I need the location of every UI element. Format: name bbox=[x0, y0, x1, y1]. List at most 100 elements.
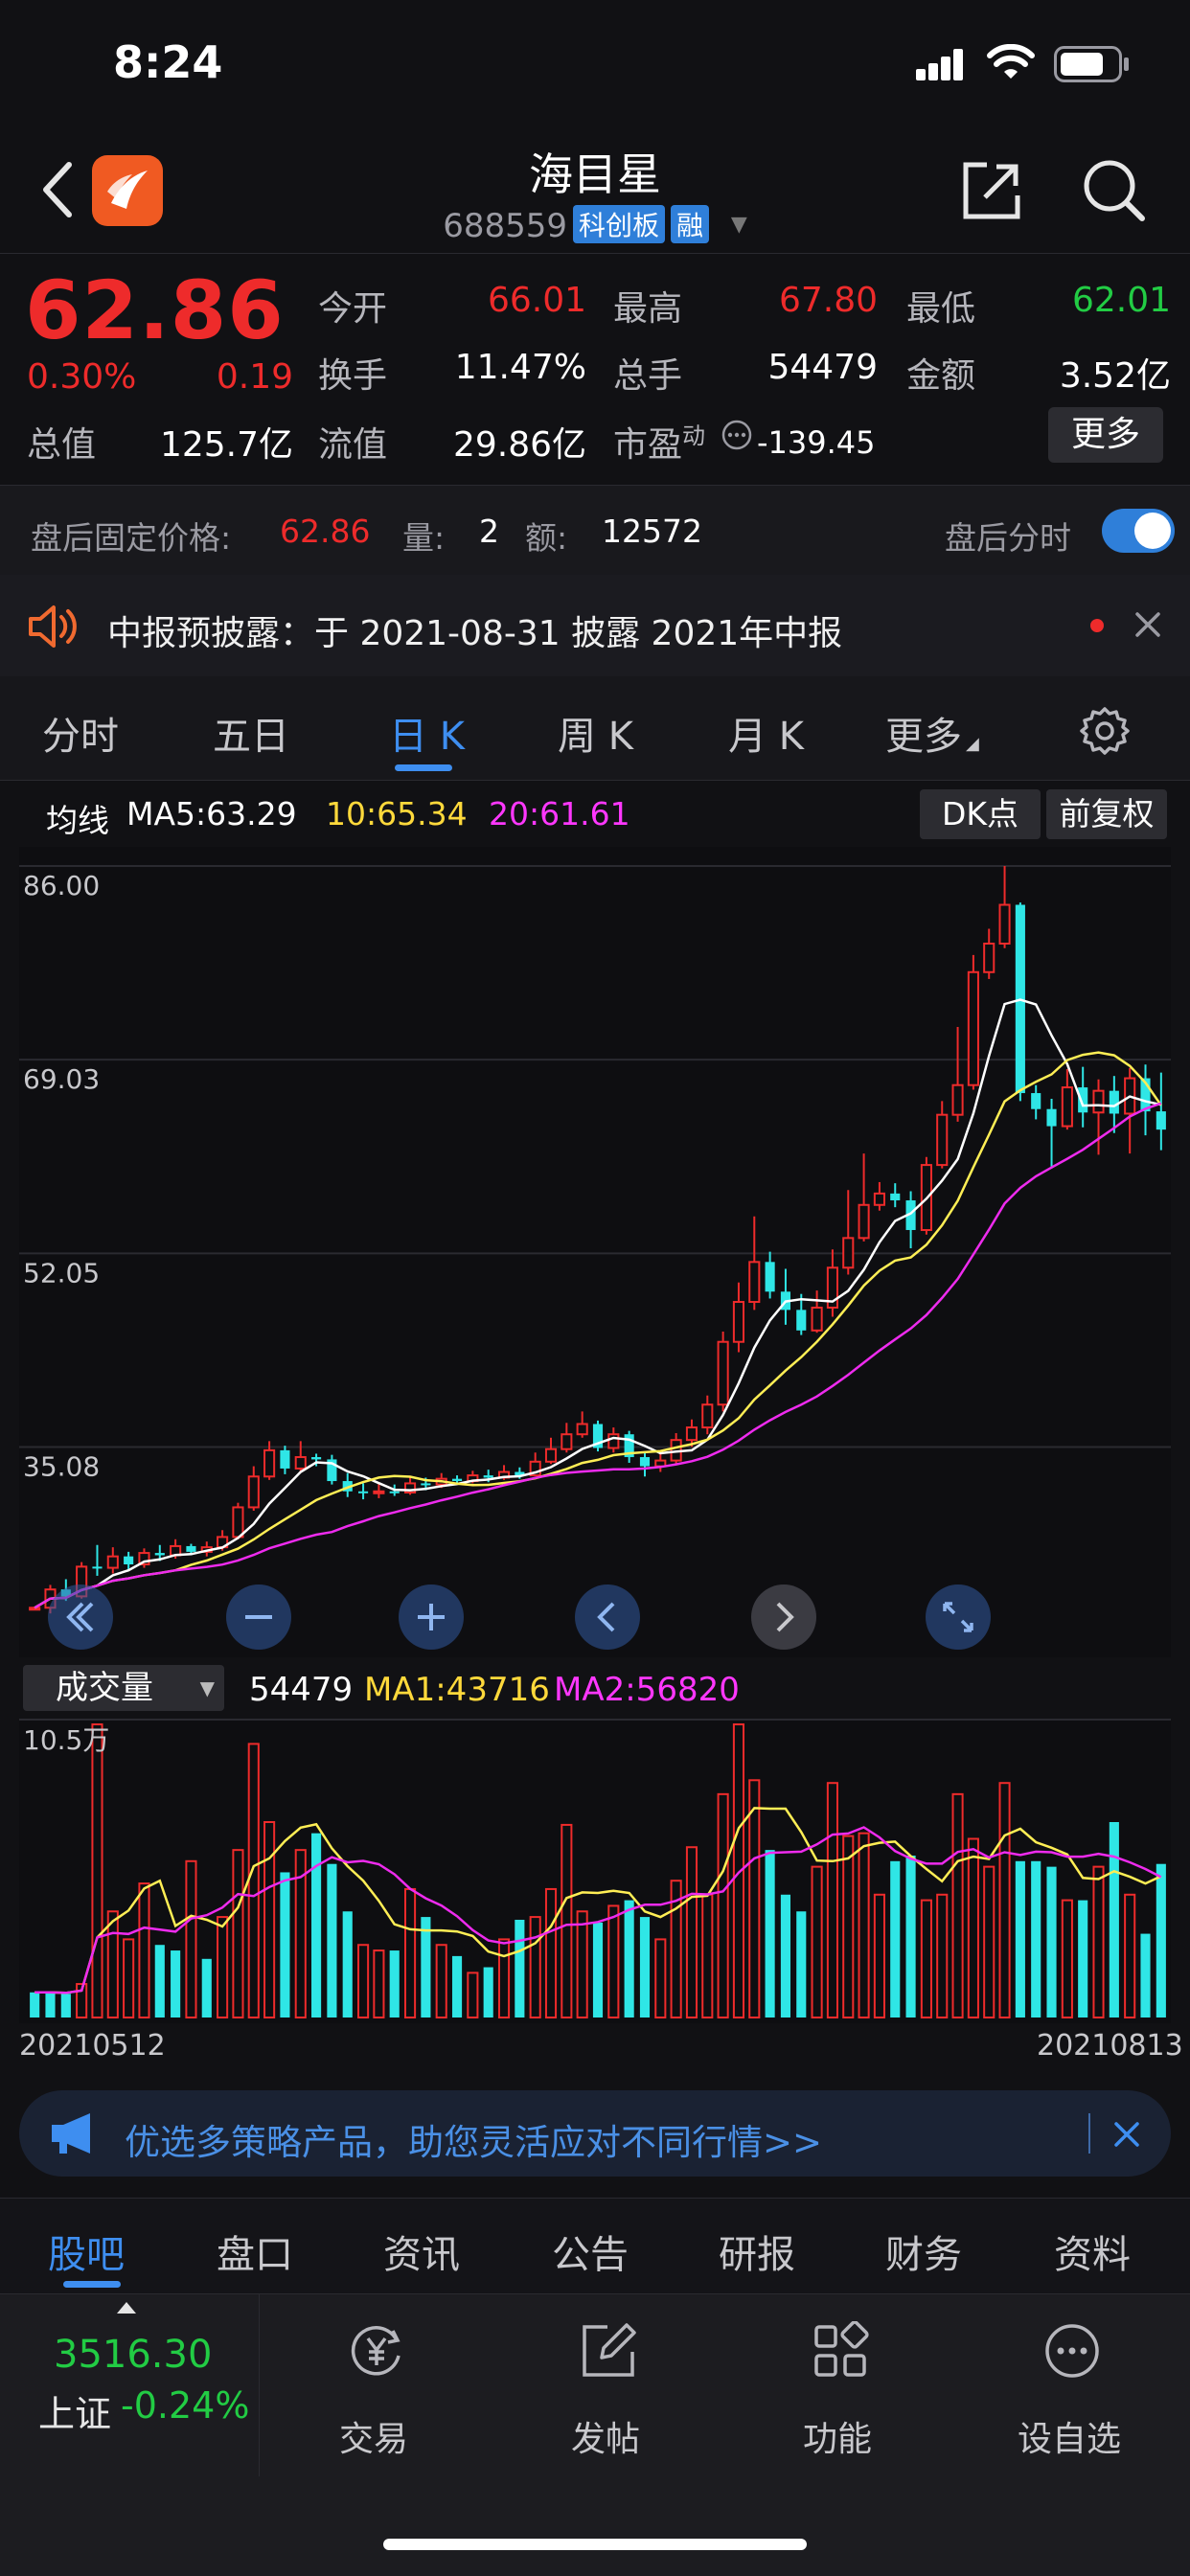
zoom-in-button[interactable] bbox=[399, 1584, 464, 1650]
dock-trade[interactable]: 交易 bbox=[268, 2294, 479, 2476]
volume-bar bbox=[106, 1910, 119, 2018]
tab-news[interactable]: 资讯 bbox=[383, 2233, 460, 2277]
indicator-select[interactable]: 成交量 ▼ bbox=[23, 1665, 224, 1711]
volume-bar bbox=[1156, 1863, 1166, 2017]
start-date: 20210512 bbox=[19, 2029, 166, 2063]
volume-bar bbox=[920, 1899, 932, 2019]
ma5-line bbox=[34, 998, 1162, 1609]
candle-body bbox=[685, 1426, 698, 1442]
candle-body bbox=[92, 1566, 103, 1569]
moving-average-legend: 均线 MA5:63.29 10:65.34 20:61.61 DK点 前复权 bbox=[0, 780, 1190, 847]
fullscreen-button[interactable] bbox=[926, 1584, 991, 1650]
forward-adjust-button[interactable]: 前复权 bbox=[1046, 789, 1167, 839]
tab-more[interactable]: 更多 ◢ bbox=[885, 715, 979, 759]
settings-gear-icon[interactable] bbox=[1079, 705, 1131, 757]
ma-label: 均线 bbox=[46, 802, 109, 839]
volume-bar bbox=[357, 1944, 370, 2019]
trade-yen-icon bbox=[351, 2326, 400, 2376]
volume-bar bbox=[403, 1887, 417, 2018]
after-hours-toggle[interactable] bbox=[1102, 509, 1175, 553]
scroll-left-button[interactable] bbox=[575, 1584, 640, 1650]
candle-body bbox=[421, 1483, 431, 1486]
wifi-icon bbox=[987, 44, 1035, 79]
volume-bar bbox=[1140, 1933, 1151, 2017]
volume-bar bbox=[263, 1821, 276, 2018]
stock-code-row[interactable]: 688559 科创板融 ▼ bbox=[0, 205, 1190, 245]
candle-body bbox=[717, 1340, 729, 1406]
tab-monthly-k[interactable]: 月 K bbox=[728, 715, 804, 759]
volume-bar bbox=[967, 1837, 979, 2018]
candle-body bbox=[873, 1192, 885, 1206]
ma20-value: 20:61.61 bbox=[489, 795, 630, 832]
candle-body bbox=[983, 943, 995, 973]
volume-bar bbox=[435, 1944, 447, 2019]
volume-bar bbox=[1078, 1900, 1088, 2017]
volume-bar bbox=[1124, 1893, 1136, 2018]
candle-body bbox=[1046, 1108, 1057, 1127]
volume-bar bbox=[936, 1893, 949, 2018]
volume-bar bbox=[951, 1792, 964, 2018]
promo-close-icon[interactable] bbox=[1113, 2121, 1140, 2148]
star-market-tag: 科创板 bbox=[573, 205, 666, 243]
status-time: 8:24 bbox=[113, 36, 223, 88]
tab-five-day[interactable]: 五日 bbox=[213, 715, 289, 759]
search-icon[interactable] bbox=[1081, 157, 1148, 224]
dock-post[interactable]: 发帖 bbox=[500, 2294, 711, 2476]
grid-functions-icon bbox=[814, 2321, 869, 2377]
candle-body bbox=[154, 1553, 165, 1556]
index-change: -0.24% bbox=[121, 2384, 250, 2427]
stock-name: 海目星 bbox=[529, 148, 661, 200]
jump-start-button[interactable] bbox=[48, 1584, 113, 1650]
dock-functions[interactable]: 功能 bbox=[732, 2294, 943, 2476]
volume-bar bbox=[311, 1833, 322, 2017]
tab-order-book[interactable]: 盘口 bbox=[217, 2233, 293, 2277]
tab-research[interactable]: 研报 bbox=[719, 2233, 795, 2277]
tab-intraday[interactable]: 分时 bbox=[42, 715, 119, 759]
current-price: 62.86 bbox=[25, 263, 285, 357]
tab-weekly-k[interactable]: 周 K bbox=[558, 715, 633, 759]
volume-bar bbox=[483, 1967, 493, 2017]
volume-bar bbox=[1046, 1866, 1057, 2017]
notice-bar[interactable]: 中报预披露：于 2021-08-31 披露 2021年中报 bbox=[0, 575, 1190, 677]
info-icon[interactable] bbox=[721, 419, 753, 451]
volume-bar bbox=[905, 1855, 916, 2017]
volume-bar bbox=[138, 1882, 150, 2018]
ma10-value: 10:65.34 bbox=[326, 795, 468, 832]
end-date: 20210813 bbox=[1037, 2029, 1183, 2063]
zoom-out-button[interactable] bbox=[226, 1584, 291, 1650]
more-button[interactable]: 更多 bbox=[1048, 407, 1163, 463]
index-ticker[interactable]: 3516.30 上证 -0.24% bbox=[0, 2294, 260, 2476]
candlestick-chart[interactable]: 86.00 69.03 52.05 35.08 bbox=[19, 847, 1171, 1657]
float-cap-value: 29.86亿 bbox=[452, 425, 586, 465]
tab-announcements[interactable]: 公告 bbox=[552, 2233, 629, 2277]
plus-icon bbox=[418, 1604, 445, 1630]
candle-body bbox=[294, 1456, 307, 1470]
close-icon[interactable] bbox=[1134, 611, 1161, 638]
share-icon[interactable] bbox=[958, 157, 1025, 224]
candle-body bbox=[905, 1200, 916, 1230]
candle-body bbox=[483, 1475, 493, 1478]
tab-forum[interactable]: 股吧 bbox=[48, 2233, 125, 2277]
turnover-value: 11.47% bbox=[454, 348, 586, 387]
dock-add-watchlist[interactable]: 设自选 bbox=[964, 2294, 1175, 2476]
content-tabs: 股吧 盘口 资讯 公告 研报 财务 资料 bbox=[0, 2198, 1190, 2294]
dk-point-button[interactable]: DK点 bbox=[920, 789, 1041, 839]
scroll-right-button[interactable] bbox=[751, 1584, 816, 1650]
dock-post-label: 发帖 bbox=[570, 2420, 640, 2459]
volume-chart[interactable]: 10.5万 bbox=[19, 1719, 1171, 2023]
market-cap-value: 125.7亿 bbox=[159, 425, 293, 465]
tab-profile[interactable]: 资料 bbox=[1054, 2233, 1131, 2277]
tab-financials[interactable]: 财务 bbox=[885, 2233, 962, 2277]
candle-body bbox=[515, 1471, 525, 1476]
candle-body bbox=[765, 1262, 775, 1292]
back-arrow-icon[interactable] bbox=[36, 159, 79, 220]
margin-tag: 融 bbox=[671, 205, 710, 243]
price-tick-label: 69.03 bbox=[23, 1063, 100, 1095]
tab-daily-k[interactable]: 日 K bbox=[389, 715, 465, 759]
candle-body bbox=[280, 1449, 290, 1469]
candle-body bbox=[561, 1433, 573, 1450]
change-amount: 0.19 bbox=[216, 357, 293, 397]
promo-banner[interactable]: 优选多策略产品，助您灵活应对不同行情>> bbox=[19, 2090, 1171, 2177]
candles bbox=[29, 866, 1166, 1614]
volume-bar bbox=[998, 1782, 1011, 2018]
